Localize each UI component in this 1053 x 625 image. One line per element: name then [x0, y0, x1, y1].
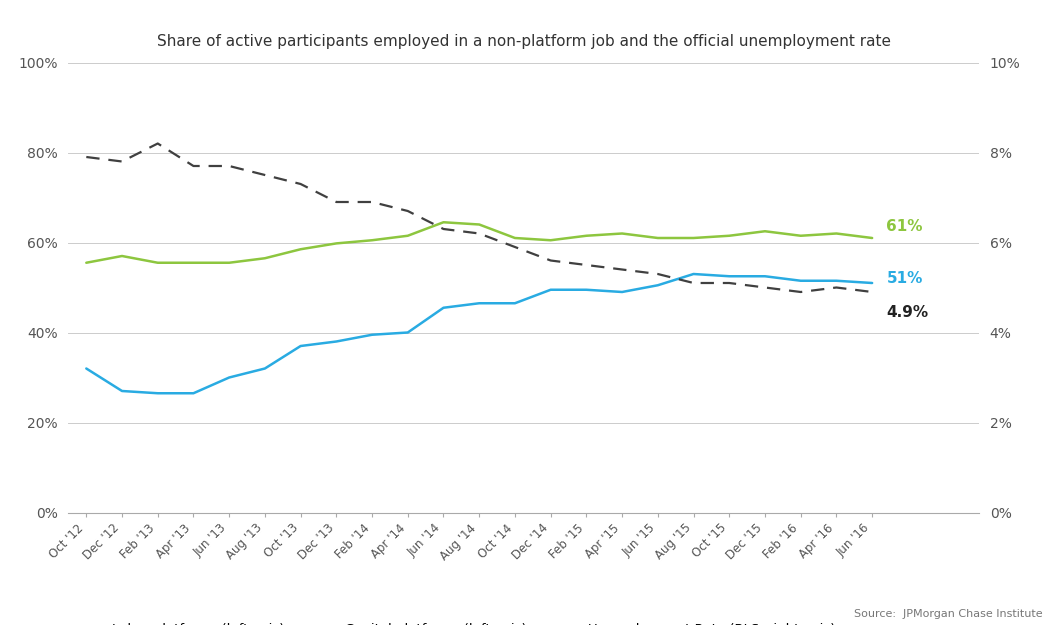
- Text: Source:  JPMorgan Chase Institute: Source: JPMorgan Chase Institute: [854, 609, 1042, 619]
- Legend: Labor platforms (left axis), Capital platforms (left axis), Unemployment Rate (B: Labor platforms (left axis), Capital pla…: [66, 618, 840, 625]
- Text: 61%: 61%: [887, 219, 922, 234]
- Title: Share of active participants employed in a non-platform job and the official une: Share of active participants employed in…: [157, 34, 891, 49]
- Text: 4.9%: 4.9%: [887, 306, 929, 321]
- Text: 51%: 51%: [887, 271, 922, 286]
